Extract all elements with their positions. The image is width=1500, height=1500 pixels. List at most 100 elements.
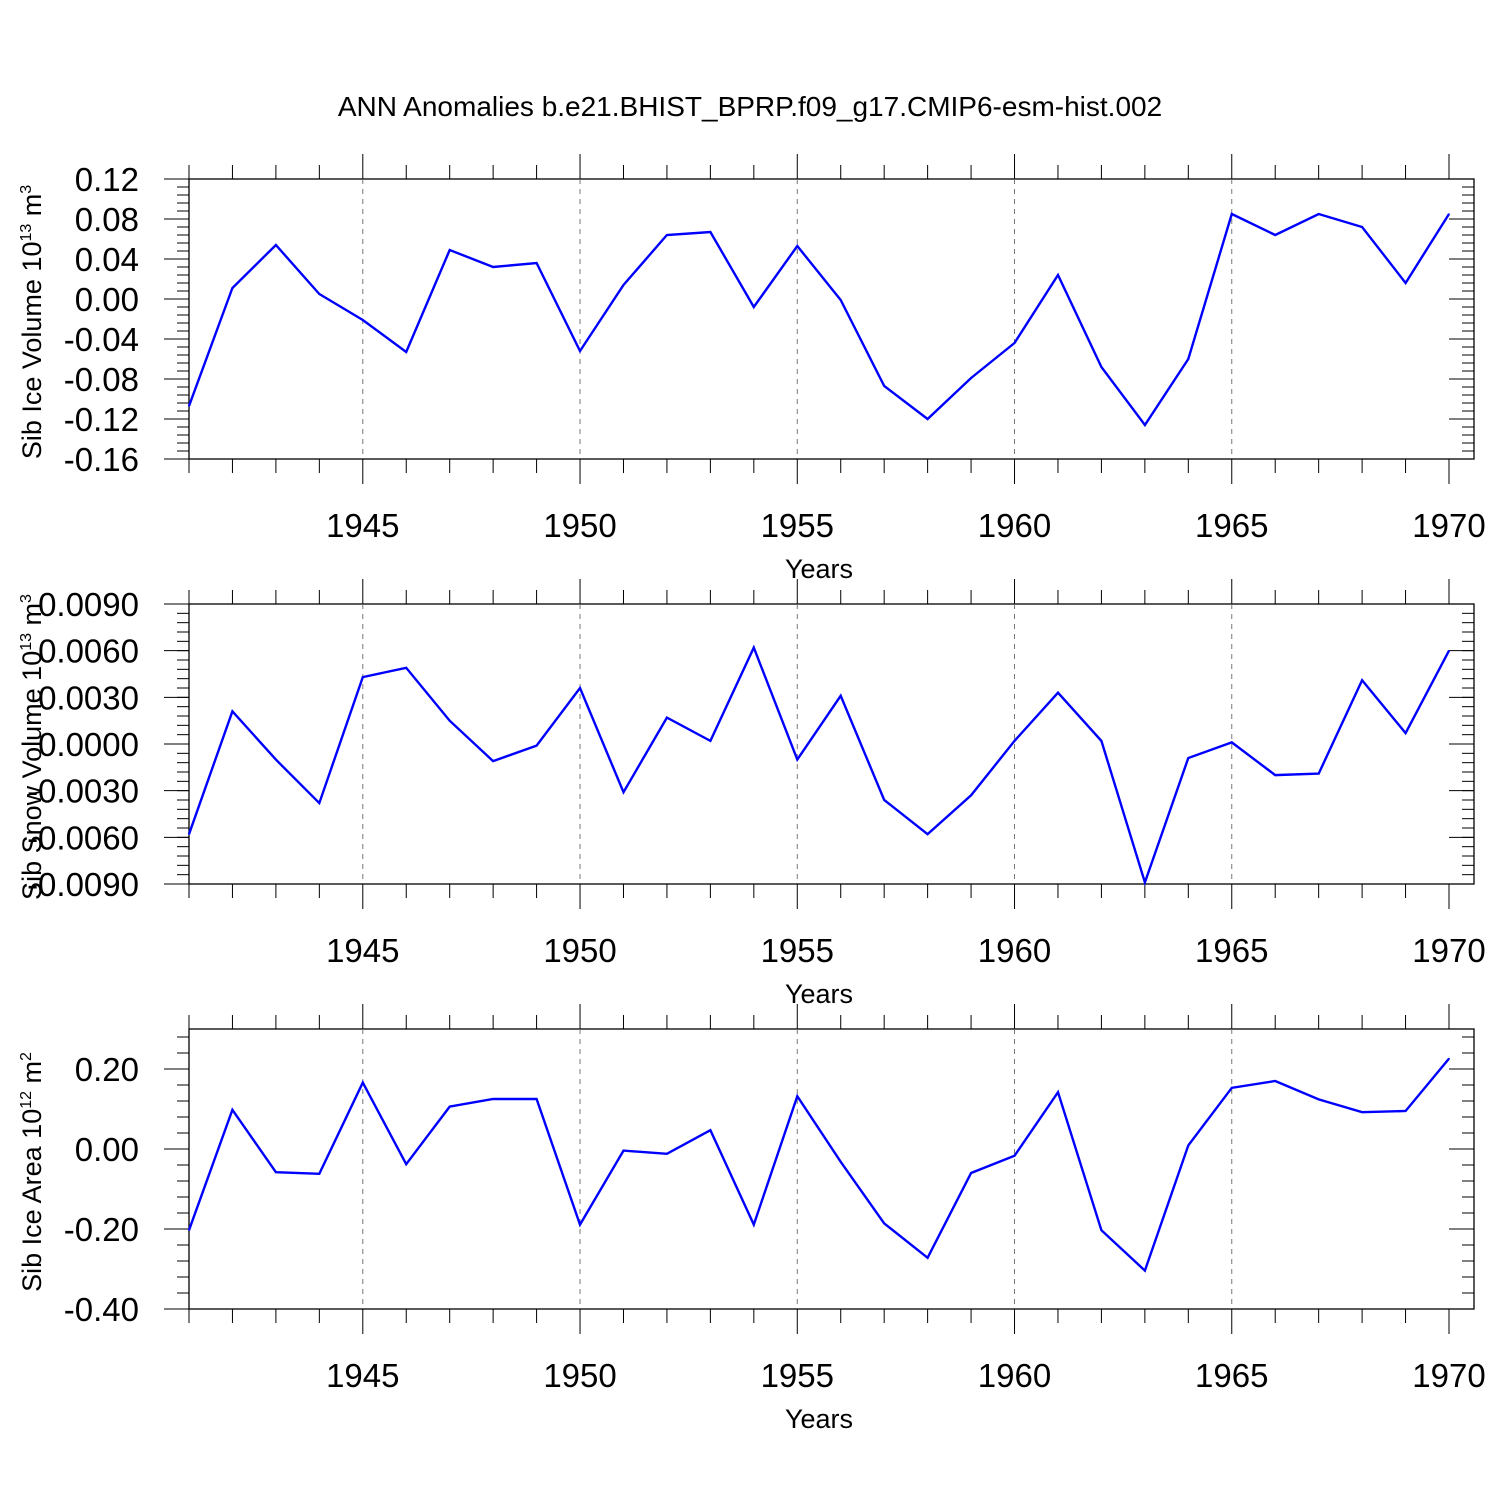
data-point xyxy=(796,758,799,761)
data-point xyxy=(1057,691,1059,694)
y-tick-label: -0.0030 xyxy=(27,773,139,810)
data-point xyxy=(926,418,929,420)
data-point xyxy=(753,306,755,308)
data-point xyxy=(1317,1098,1320,1101)
x-tick-label: 1950 xyxy=(543,1357,616,1394)
data-point xyxy=(1144,881,1146,884)
data-point xyxy=(1404,1110,1407,1112)
data-point xyxy=(970,377,972,379)
y-tick-label: -0.16 xyxy=(64,441,139,478)
y-tick-label: 0.00 xyxy=(75,1131,139,1168)
data-point xyxy=(1013,342,1016,344)
y-tick-label: -0.20 xyxy=(64,1211,139,1248)
data-point xyxy=(448,249,451,251)
data-point xyxy=(448,719,451,722)
y-axis-label-text: Sib Snow Volume 10 xyxy=(17,651,47,900)
y-tick-label: -0.40 xyxy=(64,1291,139,1328)
data-point xyxy=(1187,757,1190,759)
x-tick-label: 1965 xyxy=(1195,932,1268,969)
data-point xyxy=(1230,213,1233,215)
y-tick-label: -0.0060 xyxy=(27,819,139,856)
data-point xyxy=(492,1098,494,1100)
y-axis-label-unit: m xyxy=(17,603,47,633)
x-tick-label: 1965 xyxy=(1195,507,1268,544)
data-point xyxy=(448,1105,451,1108)
data-point xyxy=(839,694,842,697)
y-axis-label-text: Sib Ice Volume 10 xyxy=(17,242,47,460)
figure-title: ANN Anomalies b.e21.BHIST_BPRP.f09_g17.C… xyxy=(338,91,1162,122)
data-point xyxy=(1448,213,1450,215)
x-axis-label: Years xyxy=(785,979,853,1009)
data-point xyxy=(1361,679,1363,682)
data-point xyxy=(970,794,972,797)
data-point xyxy=(796,245,799,247)
data-point xyxy=(753,646,755,649)
x-tick-label: 1955 xyxy=(761,1357,834,1394)
x-tick-label: 1970 xyxy=(1412,1357,1485,1394)
x-axis-label: Years xyxy=(785,554,853,584)
data-point xyxy=(883,1222,885,1225)
data-point xyxy=(926,833,929,836)
x-tick-label: 1965 xyxy=(1195,1357,1268,1394)
data-point xyxy=(275,244,277,246)
data-point xyxy=(709,1129,712,1131)
x-tick-label: 1960 xyxy=(978,932,1051,969)
data-point xyxy=(188,833,190,836)
data-point xyxy=(275,1171,277,1173)
data-point xyxy=(579,687,581,689)
data-point xyxy=(405,666,408,669)
data-point xyxy=(1274,774,1277,776)
y-tick-label: 0.08 xyxy=(75,201,139,238)
x-tick-label: 1945 xyxy=(326,1357,399,1394)
series-line xyxy=(187,212,1451,428)
data-point xyxy=(1317,772,1320,775)
plot-frame xyxy=(188,603,1475,885)
x-tick-label: 1945 xyxy=(326,507,399,544)
data-point xyxy=(970,1172,972,1174)
y-axis-label-unit-exp: 3 xyxy=(18,594,35,603)
data-point xyxy=(1448,1057,1450,1060)
data-point xyxy=(622,1149,625,1152)
data-point xyxy=(753,1223,755,1226)
data-point xyxy=(666,234,668,236)
x-tick-label: 1945 xyxy=(326,932,399,969)
data-point xyxy=(883,799,885,801)
data-point xyxy=(1230,741,1233,744)
y-tick-label: 0.12 xyxy=(75,161,139,198)
y-axis-label: Sib Ice Area 1012 m2 xyxy=(17,1052,47,1292)
data-point xyxy=(839,299,842,301)
data-point xyxy=(492,266,494,268)
panel-3: 1945 1950 1955 1960 1965 1970 Years 0.20 0.00 -0.… xyxy=(17,1004,1486,1434)
data-point xyxy=(1230,1087,1233,1089)
y-axis-label-unit-exp: 3 xyxy=(18,185,35,194)
data-point xyxy=(1187,1144,1190,1147)
data-point xyxy=(622,284,625,286)
y-axis-label: Sib Ice Volume 1013 m3 xyxy=(17,185,47,459)
plot-frame xyxy=(188,1028,1475,1310)
data-point xyxy=(1448,649,1450,652)
data-point xyxy=(231,287,234,289)
data-point xyxy=(1317,213,1320,215)
data-point xyxy=(1187,358,1190,360)
y-axis-label-exp: 13 xyxy=(18,224,35,242)
data-point xyxy=(1057,274,1059,276)
y-tick-label: -0.04 xyxy=(64,321,139,358)
data-point xyxy=(1100,740,1103,742)
y-tick-label: 0.0000 xyxy=(38,726,139,763)
data-point xyxy=(318,293,321,295)
data-point xyxy=(188,1229,190,1231)
panel-1: 1945 1950 1955 1960 1965 1970Years0.120.080.0… xyxy=(17,154,1486,584)
y-axis-label: Sib Snow Volume 1013 m3 xyxy=(17,594,47,900)
data-point xyxy=(231,1109,234,1111)
x-axis-label: Years xyxy=(785,1404,853,1434)
data-point xyxy=(579,1223,581,1226)
data-point xyxy=(796,1095,799,1097)
y-tick-label: -0.12 xyxy=(64,401,139,438)
data-point xyxy=(1361,226,1363,228)
data-point xyxy=(361,319,364,321)
y-axis-label-text: Sib Ice Area 10 xyxy=(17,1109,47,1292)
data-point xyxy=(535,262,538,264)
y-axis-label-exp: 13 xyxy=(18,633,35,651)
y-axis-label-unit: m xyxy=(17,1061,47,1091)
